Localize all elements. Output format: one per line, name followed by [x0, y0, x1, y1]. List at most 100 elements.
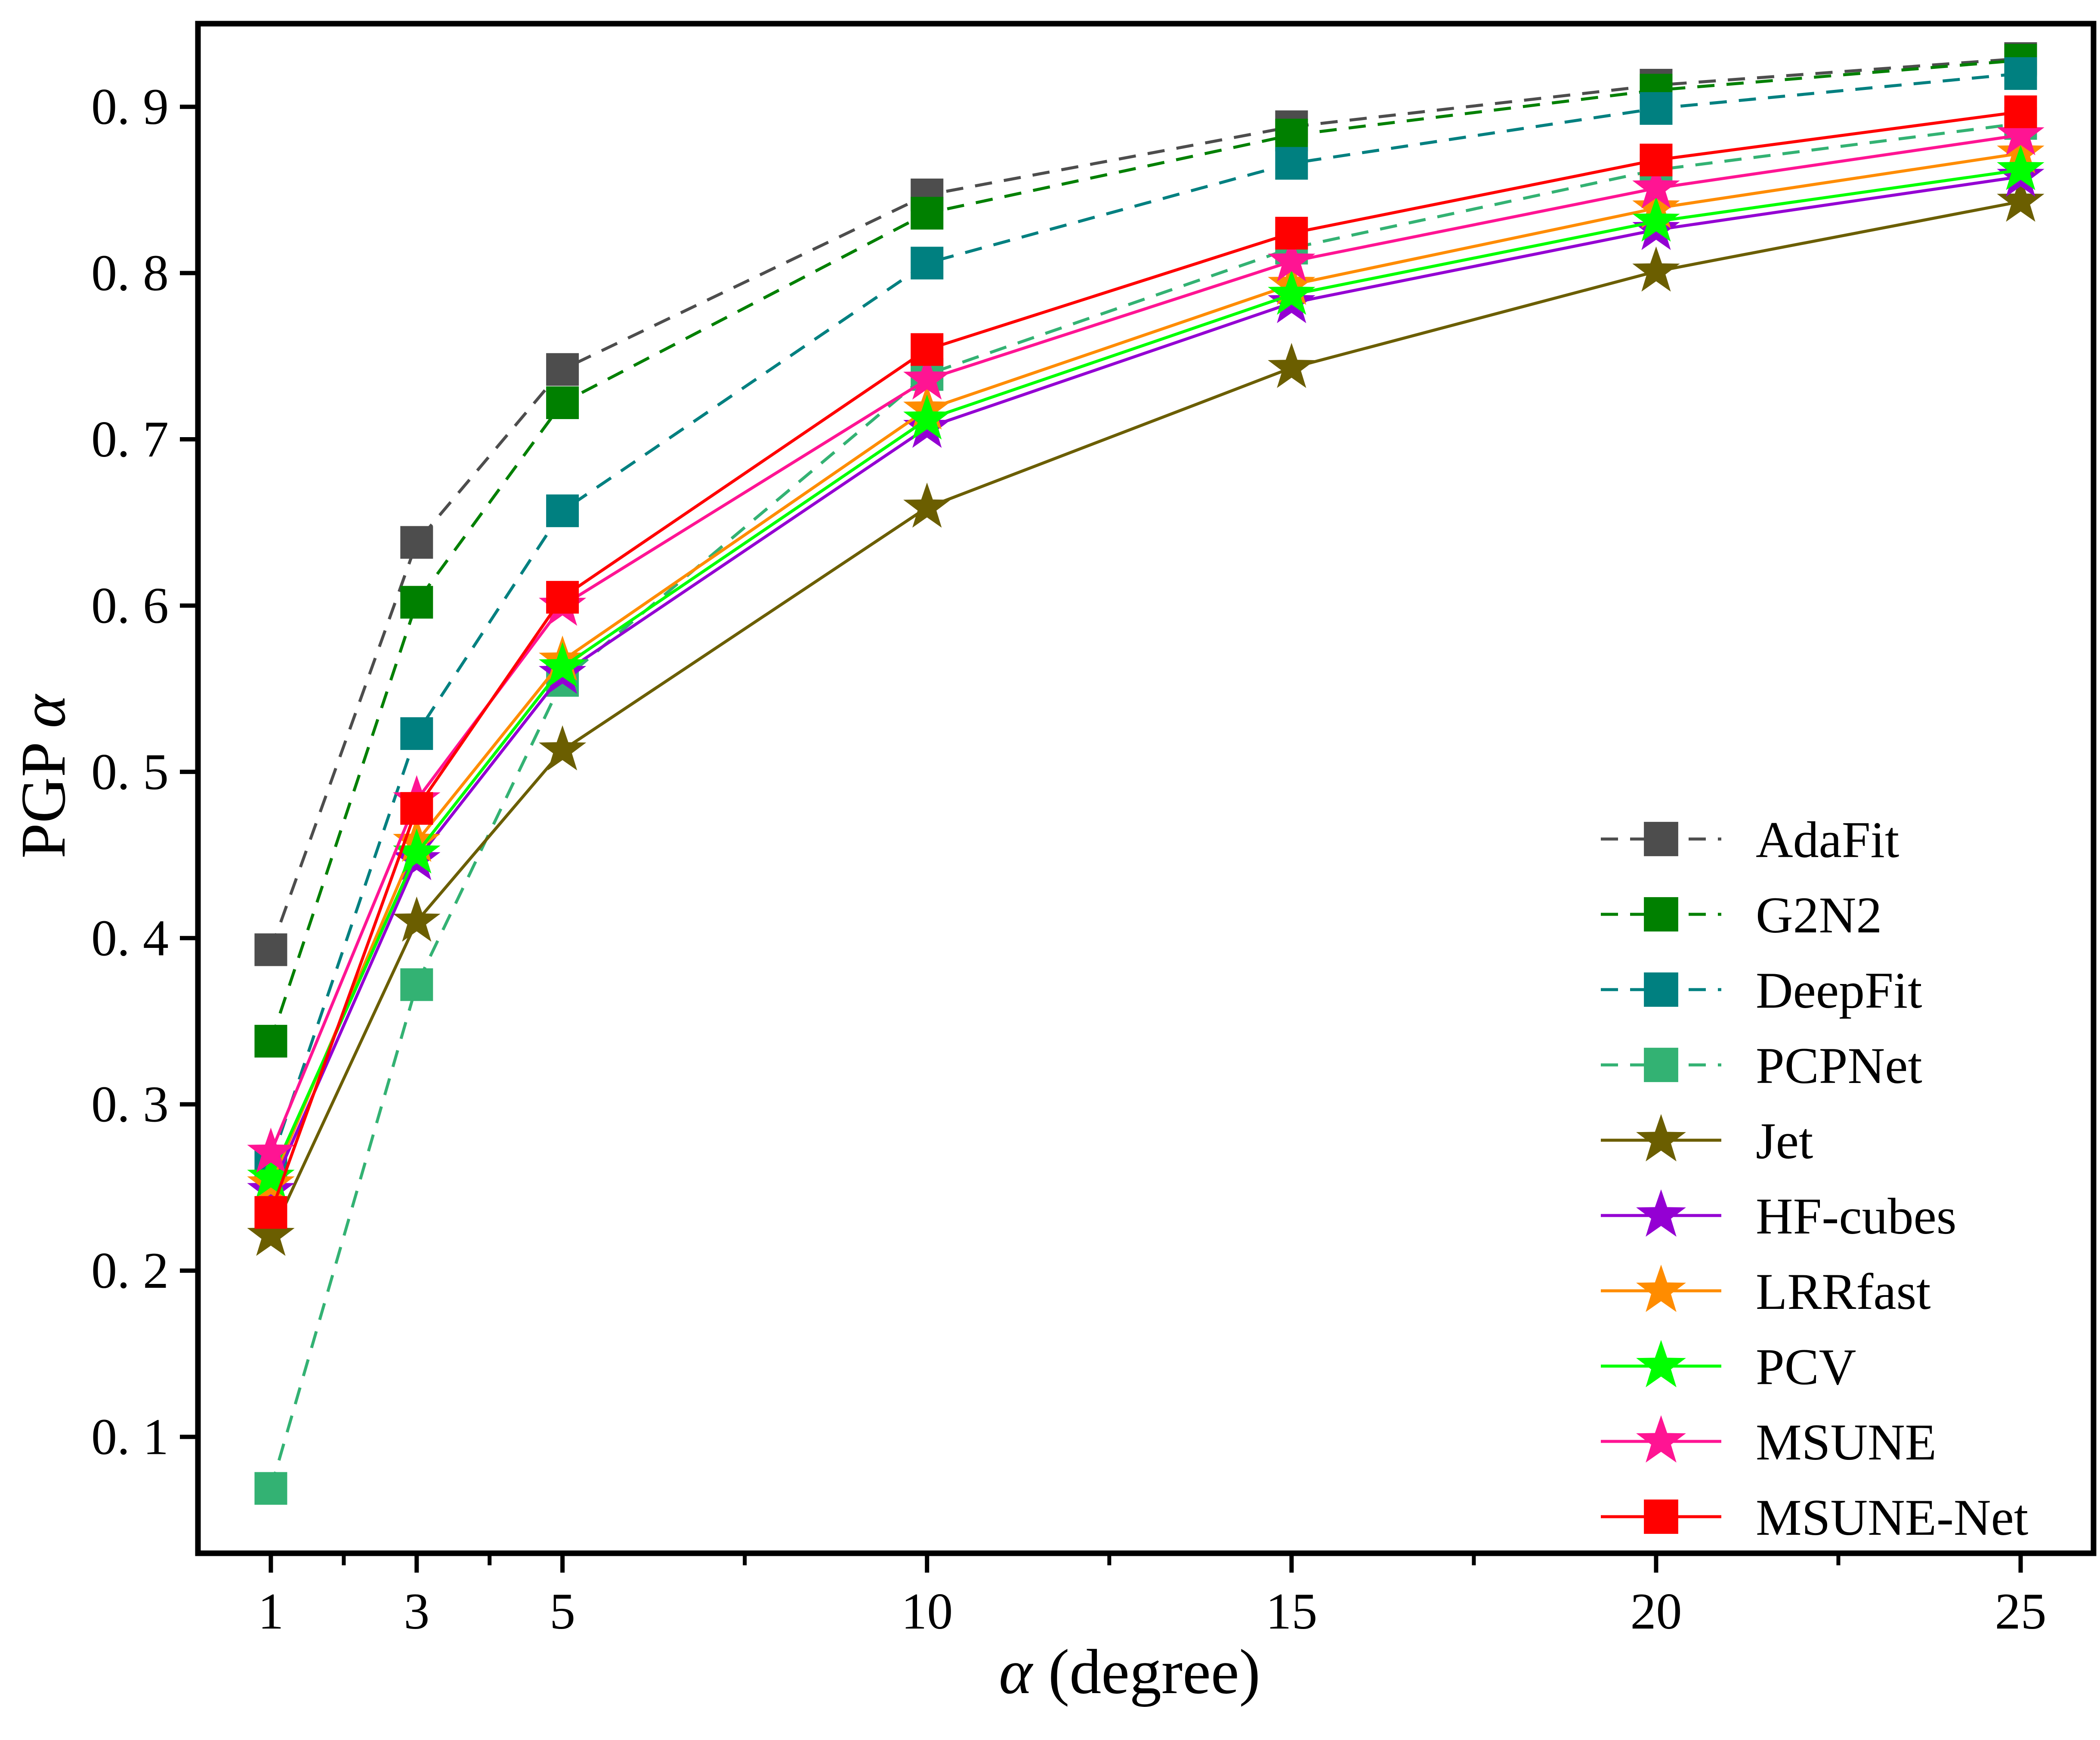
- y-tick-label: 0. 5: [91, 743, 169, 800]
- data-point-pcv: [1997, 145, 2044, 190]
- legend-item-pcv: PCV: [1601, 1338, 1856, 1395]
- legend-marker-msune: [1636, 1415, 1686, 1463]
- data-point-jet: [1997, 176, 2044, 222]
- data-point-jet: [1632, 246, 1680, 292]
- series-msune-net: [254, 95, 2037, 1229]
- legend: AdaFit G2N2 DeepFit PCPNet Jet HF-cubes LRRfas…: [1601, 811, 2028, 1546]
- data-point-msune-net: [400, 792, 433, 825]
- data-point-msune: [1632, 163, 1680, 209]
- data-point-pcv: [903, 394, 951, 440]
- y-tick-label: 0. 8: [91, 244, 169, 302]
- data-point-jet: [1268, 342, 1316, 388]
- data-point-pcv: [1632, 196, 1680, 242]
- legend-item-hf-cubes: HF-cubes: [1601, 1188, 1957, 1245]
- y-tick-label: 0. 3: [91, 1076, 169, 1133]
- legend-label-jet: Jet: [1756, 1112, 1813, 1169]
- data-point-pcv: [393, 828, 441, 874]
- legend-marker-deepfit: [1644, 972, 1678, 1007]
- data-point-jet: [539, 725, 587, 771]
- data-point-pcv: [539, 642, 587, 688]
- data-point-deepfit: [1640, 92, 1673, 125]
- legend-marker-pcv: [1636, 1340, 1686, 1388]
- legend-label-msune: MSUNE: [1756, 1413, 1936, 1471]
- y-tick-label: 0. 1: [91, 1408, 169, 1465]
- data-point-jet: [903, 482, 951, 528]
- legend-label-deepfit: DeepFit: [1756, 962, 1922, 1019]
- legend-marker-g2n2: [1644, 897, 1678, 932]
- legend-item-adafit: AdaFit: [1601, 811, 1899, 868]
- data-point-g2n2: [254, 1024, 287, 1058]
- data-point-msune-net: [254, 1196, 287, 1229]
- data-point-deepfit: [2004, 57, 2037, 90]
- legend-marker-jet: [1636, 1114, 1686, 1162]
- legend-label-adafit: AdaFit: [1756, 811, 1899, 868]
- legend-label-g2n2: G2N2: [1756, 886, 1882, 944]
- y-axis-title-text: PGP: [8, 728, 79, 858]
- x-tick-label: 10: [901, 1583, 953, 1640]
- legend-item-g2n2: G2N2: [1601, 886, 1882, 944]
- y-tick-label: 0. 4: [91, 909, 169, 966]
- data-point-pcpnet: [254, 1472, 287, 1505]
- data-point-jet: [393, 896, 441, 942]
- y-tick-label: 0. 9: [91, 78, 169, 135]
- series-layer: [247, 42, 2044, 1505]
- data-point-g2n2: [1275, 118, 1308, 151]
- series-jet: [247, 176, 2044, 1256]
- data-point-msune: [1268, 236, 1316, 282]
- legend-marker-adafit: [1644, 822, 1678, 856]
- x-tick-label: 1: [258, 1583, 284, 1640]
- data-point-msune: [1997, 110, 2044, 155]
- data-point-deepfit: [1275, 147, 1308, 180]
- x-tick-label: 5: [550, 1583, 575, 1640]
- series-line-pcv: [269, 168, 2021, 1179]
- legend-label-lrrfast: LRRfast: [1756, 1263, 1931, 1320]
- legend-item-msune-net: MSUNE-Net: [1601, 1489, 2028, 1546]
- x-axis-title: α (degree): [999, 1637, 1260, 1707]
- data-point-adafit: [546, 353, 579, 386]
- data-point-deepfit: [911, 247, 944, 280]
- legend-item-msune: MSUNE: [1601, 1413, 1936, 1471]
- legend-label-pcpnet: PCPNet: [1756, 1037, 1922, 1094]
- x-tick-label: 20: [1630, 1583, 1682, 1640]
- series-deepfit: [254, 57, 2037, 1179]
- legend-item-deepfit: DeepFit: [1601, 962, 1922, 1019]
- legend-item-pcpnet: PCPNet: [1601, 1037, 1922, 1094]
- legend-marker-hf-cubes: [1636, 1189, 1686, 1237]
- data-point-g2n2: [546, 386, 579, 420]
- x-axis-title-text: (degree): [1032, 1637, 1260, 1707]
- legend-item-lrrfast: LRRfast: [1601, 1263, 1931, 1320]
- legend-item-jet: Jet: [1601, 1112, 1813, 1169]
- data-point-msune-net: [546, 581, 579, 614]
- data-point-adafit: [254, 933, 287, 966]
- data-point-jet: [247, 1211, 295, 1256]
- x-tick-label: 25: [1995, 1583, 2047, 1640]
- data-point-pcv: [247, 1152, 295, 1198]
- data-point-msune: [247, 1127, 295, 1173]
- x-tick-label: 3: [404, 1583, 429, 1640]
- data-point-g2n2: [911, 197, 944, 230]
- data-point-msune-net: [911, 333, 944, 366]
- data-point-msune-net: [1640, 143, 1673, 176]
- plot-frame: [195, 21, 2097, 1556]
- x-tick-label: 15: [1266, 1583, 1317, 1640]
- y-axis-title: PGP α: [8, 693, 79, 858]
- data-point-msune-net: [1275, 216, 1308, 250]
- y-tick-label: 0. 7: [91, 410, 169, 468]
- axes-layer: 0. 1 0. 2 0. 3 0. 4 0. 5 0. 6 0. 7 0. 8 0. 9 1 3 5 1…: [91, 21, 2097, 1640]
- series-pcv: [247, 145, 2044, 1198]
- data-point-deepfit: [400, 717, 433, 750]
- data-point-g2n2: [400, 586, 433, 619]
- y-tick-label: 0. 2: [91, 1242, 169, 1299]
- data-point-pcpnet: [400, 968, 433, 1001]
- legend-marker-msune-net: [1644, 1499, 1678, 1534]
- legend-label-hf-cubes: HF-cubes: [1756, 1188, 1957, 1245]
- data-point-adafit: [400, 526, 433, 559]
- legend-marker-lrrfast: [1636, 1265, 1686, 1312]
- data-point-msune: [903, 354, 951, 400]
- legend-label-pcv: PCV: [1756, 1338, 1856, 1395]
- y-tick-label: 0. 6: [91, 577, 169, 634]
- legend-marker-pcpnet: [1644, 1048, 1678, 1082]
- data-point-msune-net: [2004, 95, 2037, 128]
- legend-label-msune-net: MSUNE-Net: [1756, 1489, 2028, 1546]
